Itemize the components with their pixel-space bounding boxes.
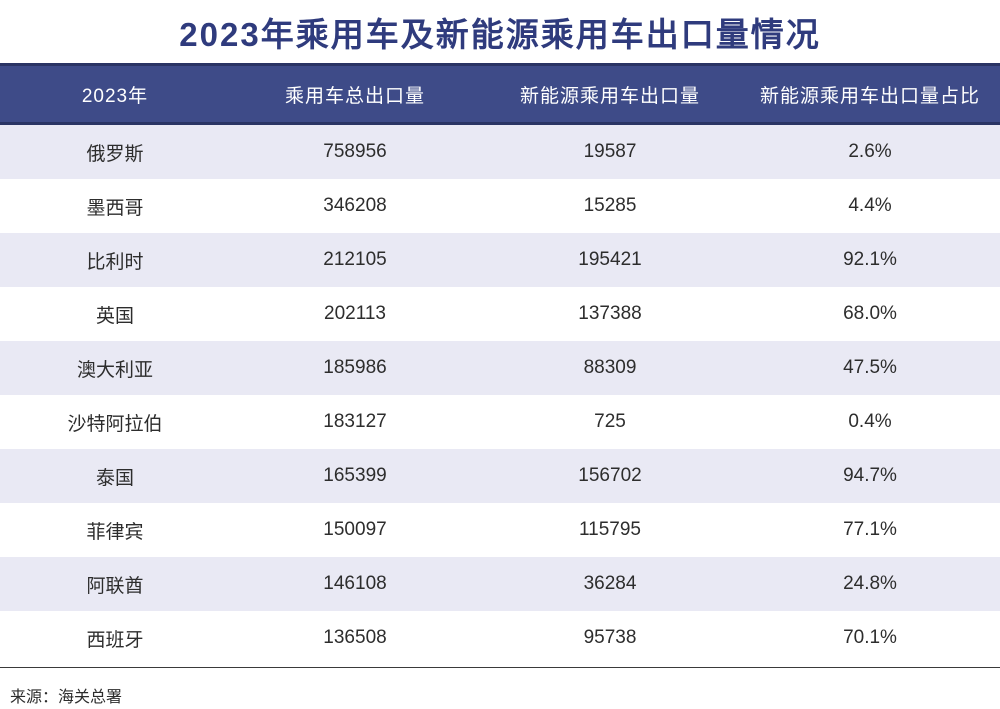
cell-nev-share: 0.4%	[848, 411, 892, 432]
column-header-year: 2023年	[81, 85, 149, 107]
cell-nev-share: 77.1%	[843, 519, 897, 540]
cell-total-exports: 165399	[323, 465, 387, 486]
cell-nev-share: 24.8%	[843, 573, 897, 594]
cell-total-exports: 136508	[323, 627, 387, 648]
cell-nev-exports: 15285	[583, 195, 637, 216]
column-header-nev-share: 新能源乘用车出口量占比	[759, 85, 980, 107]
page-title: 2023年乘用车及新能源乘用车出口量情况	[179, 15, 821, 53]
cell-country: 澳大利亚	[76, 359, 153, 381]
cell-total-exports: 758956	[323, 141, 387, 162]
cell-nev-exports: 115795	[579, 519, 641, 540]
footer-divider	[0, 667, 1000, 668]
column-header-total-exports: 乘用车总出口量	[284, 85, 425, 107]
cell-nev-share: 2.6%	[848, 141, 892, 162]
cell-country: 俄罗斯	[86, 143, 144, 165]
cell-nev-exports: 36284	[583, 573, 637, 594]
table-row: 阿联酋 146108 36284 24.8%	[0, 557, 1000, 611]
cell-nev-exports: 156702	[578, 465, 642, 486]
cell-country: 比利时	[86, 251, 144, 273]
cell-country: 西班牙	[86, 629, 144, 651]
cell-total-exports: 150097	[323, 519, 387, 540]
cell-country: 泰国	[95, 467, 134, 489]
source-note: 来源：海关总署	[10, 689, 123, 706]
table-body: 俄罗斯 758956 19587 2.6% 墨西哥 346208 15285 4…	[0, 125, 1000, 665]
cell-total-exports: 202113	[324, 303, 386, 324]
cell-nev-share: 4.4%	[848, 195, 892, 216]
cell-total-exports: 346208	[323, 195, 387, 216]
cell-nev-share: 94.7%	[843, 465, 897, 486]
table-row: 泰国 165399 156702 94.7%	[0, 449, 1000, 503]
cell-total-exports: 185986	[323, 357, 387, 378]
cell-nev-exports: 19587	[583, 141, 637, 162]
table-header-row: 2023年 乘用车总出口量 新能源乘用车出口量 新能源乘用车出口量占比	[0, 63, 1000, 125]
cell-nev-share: 68.0%	[843, 303, 897, 324]
cell-nev-share: 47.5%	[843, 357, 897, 378]
cell-nev-exports: 195421	[578, 249, 642, 270]
cell-country: 英国	[95, 305, 134, 327]
export-table: 2023年 乘用车总出口量 新能源乘用车出口量 新能源乘用车出口量占比 俄罗斯 …	[0, 63, 1000, 665]
table-row: 沙特阿拉伯 183127 725 0.4%	[0, 395, 1000, 449]
cell-total-exports: 146108	[323, 573, 387, 594]
table-row: 菲律宾 150097 115795 77.1%	[0, 503, 1000, 557]
cell-total-exports: 183127	[323, 411, 387, 432]
table-row: 俄罗斯 758956 19587 2.6%	[0, 125, 1000, 179]
cell-nev-share: 70.1%	[843, 627, 897, 648]
cell-country: 沙特阿拉伯	[67, 413, 163, 435]
table-row: 英国 202113 137388 68.0%	[0, 287, 1000, 341]
table-row: 西班牙 136508 95738 70.1%	[0, 611, 1000, 665]
cell-nev-exports: 725	[594, 411, 626, 432]
cell-nev-exports: 137388	[578, 303, 642, 324]
cell-country: 阿联酋	[86, 575, 144, 597]
column-header-nev-exports: 新能源乘用车出口量	[519, 85, 700, 107]
table-row: 比利时 212105 195421 92.1%	[0, 233, 1000, 287]
cell-country: 墨西哥	[86, 197, 144, 219]
cell-total-exports: 212105	[323, 249, 387, 270]
table-row: 墨西哥 346208 15285 4.4%	[0, 179, 1000, 233]
cell-country: 菲律宾	[86, 521, 144, 543]
cell-nev-exports: 88309	[583, 357, 637, 378]
cell-nev-share: 92.1%	[843, 249, 897, 270]
cell-nev-exports: 95738	[583, 627, 637, 648]
table-row: 澳大利亚 185986 88309 47.5%	[0, 341, 1000, 395]
